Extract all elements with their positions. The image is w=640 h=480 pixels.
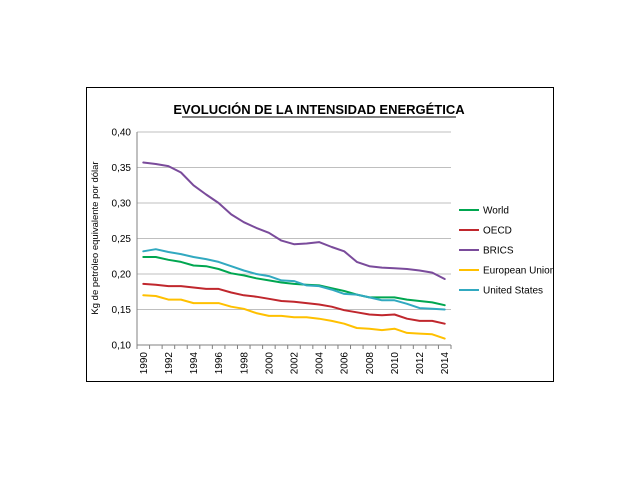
- x-tick-label: 2002: [290, 352, 301, 375]
- y-tick-label: 0,20: [112, 270, 132, 281]
- x-tick-label: 2006: [340, 352, 351, 375]
- x-tick-label: 2014: [440, 352, 451, 375]
- x-tick-label: 1998: [239, 352, 250, 375]
- x-tick-label: 2000: [264, 352, 275, 375]
- axes: 0,10 0,15 0,20 0,25 0,30 0,35 0,40 1990 1992 1994…: [112, 128, 452, 375]
- gridlines: [137, 131, 451, 310]
- y-tick-label: 0,15: [112, 305, 132, 316]
- x-tick-label: 1996: [214, 352, 225, 375]
- y-tick-label: 0,30: [112, 199, 132, 210]
- line-chart: EVOLUCIÓN DE LA INTENSIDAD ENERGÉTICA 0,…: [90, 102, 553, 375]
- y-tick-label: 0,35: [112, 163, 132, 174]
- x-tick-label: 2004: [315, 352, 326, 375]
- y-tick-label: 0,40: [112, 128, 132, 139]
- legend-label: BRICS: [483, 246, 514, 257]
- y-tick-label: 0,10: [112, 341, 132, 352]
- legend-label: OECD: [483, 226, 512, 237]
- chart-title: EVOLUCIÓN DE LA INTENSIDAD ENERGÉTICA: [173, 102, 465, 117]
- series-line-european-union: [142, 294, 446, 340]
- legend: World OECD BRICS European Union United State…: [459, 206, 553, 297]
- series-lines: [142, 161, 446, 340]
- x-tick-label: 2012: [415, 352, 426, 375]
- x-tick-label: 1992: [164, 352, 175, 375]
- series-line-brics: [142, 161, 446, 280]
- y-tick-label: 0,25: [112, 234, 132, 245]
- x-tick-label: 1994: [189, 352, 200, 375]
- legend-label: European Union: [483, 266, 553, 277]
- series-line-oecd: [142, 282, 446, 325]
- x-tick-label: 2008: [365, 352, 376, 375]
- x-tick-label: 1990: [139, 352, 150, 375]
- series-line-world: [142, 256, 446, 307]
- y-axis-label: Kg de petróleo equivalente por dólar: [90, 161, 101, 314]
- chart-frame: EVOLUCIÓN DE LA INTENSIDAD ENERGÉTICA 0,…: [86, 87, 554, 382]
- legend-label: United States: [483, 286, 543, 297]
- series-line-united-states: [142, 248, 446, 311]
- x-tick-label: 2010: [390, 352, 401, 375]
- legend-label: World: [483, 206, 509, 217]
